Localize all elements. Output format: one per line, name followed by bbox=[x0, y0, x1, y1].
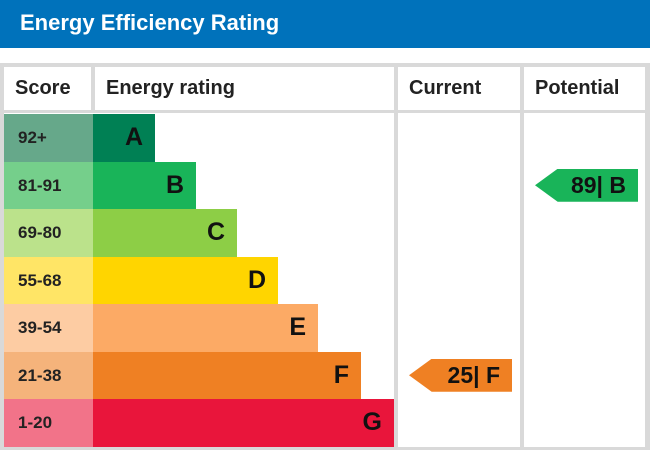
score-range-g: 1-20 bbox=[4, 399, 93, 447]
page-title: Energy Efficiency Rating bbox=[0, 0, 650, 48]
potential-rating-arrow: 89| B bbox=[535, 168, 638, 202]
band-bar-f: F bbox=[93, 351, 361, 399]
header-score: Score bbox=[4, 67, 91, 110]
band-bar-e: E bbox=[93, 304, 318, 352]
potential-column bbox=[524, 113, 645, 447]
header-potential: Potential bbox=[524, 67, 645, 110]
band-bar-a: A bbox=[93, 114, 155, 162]
score-range-d: 55-68 bbox=[4, 256, 93, 304]
header-current: Current bbox=[398, 67, 520, 110]
score-range-f: 21-38 bbox=[4, 351, 93, 399]
current-rating-arrow: 25| F bbox=[409, 358, 512, 392]
score-range-e: 39-54 bbox=[4, 304, 93, 352]
band-bar-g: G bbox=[93, 399, 394, 447]
score-range-b: 81-91 bbox=[4, 161, 93, 209]
band-bar-c: C bbox=[93, 209, 237, 257]
band-bar-d: D bbox=[93, 256, 278, 304]
current-column bbox=[398, 113, 520, 447]
score-range-c: 69-80 bbox=[4, 209, 93, 257]
score-range-a: 92+ bbox=[4, 114, 93, 162]
header-energy-rating: Energy rating bbox=[95, 67, 394, 110]
band-bar-b: B bbox=[93, 161, 196, 209]
